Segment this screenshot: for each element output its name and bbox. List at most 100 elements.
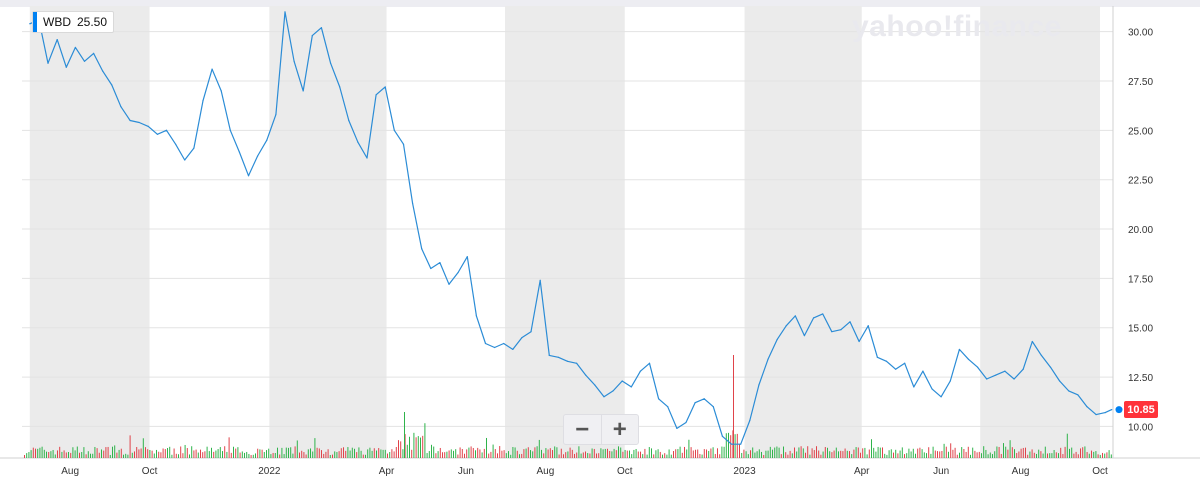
- volume-bar: [743, 449, 745, 458]
- volume-bar: [596, 453, 597, 458]
- volume-bar: [336, 452, 338, 458]
- volume-bar: [426, 453, 428, 458]
- volume-bar: [299, 452, 300, 458]
- grid-lines: [0, 6, 1200, 459]
- volume-bar: [1062, 454, 1064, 458]
- volume-bar: [52, 449, 54, 458]
- volume-bar: [101, 449, 102, 458]
- volume-bar: [565, 452, 567, 458]
- volume-bar: [692, 450, 694, 458]
- volume-bar: [285, 447, 287, 458]
- price-point: [1104, 412, 1106, 414]
- price-point: [630, 386, 632, 388]
- volume-bar: [965, 451, 967, 458]
- volume-bar: [1000, 453, 1002, 458]
- price-point: [484, 342, 487, 345]
- price-point: [967, 358, 970, 360]
- volume-bar: [424, 423, 426, 458]
- price-point: [1013, 378, 1015, 380]
- volume-bar: [512, 446, 514, 458]
- volume-bar: [107, 446, 109, 458]
- volume-bar: [32, 447, 34, 458]
- volume-bar: [736, 433, 738, 458]
- volume-bar: [745, 451, 747, 458]
- price-point: [785, 325, 787, 327]
- ticker-tag[interactable]: WBD 25.50: [32, 11, 115, 33]
- x-tick-label: Aug: [536, 466, 554, 477]
- volume-bar: [389, 451, 391, 458]
- volume-bar: [442, 452, 443, 458]
- volume-bar: [380, 449, 382, 458]
- volume-bar: [613, 448, 615, 458]
- volume-bar: [123, 454, 124, 458]
- volume-bar: [860, 452, 861, 458]
- volume-bar: [635, 448, 637, 458]
- volume-bar: [527, 447, 529, 458]
- volume-bar: [855, 447, 857, 458]
- price-point: [986, 378, 988, 380]
- volume-bar: [360, 450, 362, 458]
- price-point: [812, 317, 815, 319]
- volume-bar: [90, 453, 91, 458]
- volume-bar: [1064, 446, 1066, 458]
- volume-bar: [292, 453, 294, 458]
- price-point: [566, 360, 569, 362]
- volume-bar: [79, 452, 80, 458]
- volume-bar: [321, 450, 322, 458]
- volume-bar: [92, 453, 94, 458]
- volume-bar: [444, 452, 446, 458]
- volume-bar: [1082, 447, 1084, 458]
- volume-bar: [318, 448, 320, 458]
- volume-bar: [382, 449, 384, 458]
- volume-bar: [378, 448, 380, 458]
- volume-bar: [1104, 453, 1106, 458]
- volume-bar: [400, 441, 402, 458]
- volume-bar: [138, 449, 140, 458]
- volume-bar: [457, 454, 459, 458]
- price-point: [503, 342, 505, 345]
- zoom-in-button[interactable]: +: [600, 415, 639, 444]
- volume-bar: [890, 449, 892, 458]
- price-point: [302, 90, 304, 92]
- volume-bar: [851, 454, 853, 458]
- price-point: [913, 386, 915, 388]
- price-point: [794, 315, 796, 317]
- volume-bar: [68, 452, 69, 458]
- volume-bar: [974, 450, 976, 458]
- volume-bar: [164, 449, 166, 458]
- volume-bar: [802, 448, 804, 458]
- volume-bar: [620, 447, 622, 458]
- volume-bar: [310, 448, 311, 458]
- volume-bar: [545, 448, 547, 458]
- price-point: [548, 354, 550, 356]
- volume-bar: [954, 447, 956, 458]
- volume-bar: [1033, 452, 1035, 458]
- volume-bar: [642, 454, 644, 458]
- volume-bar: [1108, 450, 1110, 458]
- volume-bar: [791, 453, 793, 458]
- volume-bar: [202, 452, 204, 458]
- volume-bar: [554, 446, 556, 458]
- volume-bar: [805, 452, 806, 458]
- volume-bar: [523, 449, 525, 458]
- volume-bar: [145, 447, 146, 458]
- zoom-out-button[interactable]: −: [575, 415, 590, 443]
- volume-bar: [598, 453, 600, 458]
- price-point: [266, 139, 268, 141]
- volume-bar: [816, 446, 817, 458]
- volume-bar: [215, 450, 217, 458]
- volume-bar: [35, 448, 36, 458]
- volume-bar: [1007, 449, 1009, 458]
- volume-bar: [587, 453, 589, 458]
- volume-bar: [552, 450, 553, 458]
- volume-bar: [59, 446, 61, 458]
- volume-bar: [879, 447, 881, 458]
- volume-bar: [657, 449, 659, 458]
- volume-bar: [283, 454, 285, 458]
- volume-bar: [406, 444, 408, 458]
- volume-bar: [1080, 448, 1081, 458]
- price-point: [557, 356, 559, 358]
- volume-bar: [684, 446, 685, 458]
- volume-bar: [182, 453, 184, 458]
